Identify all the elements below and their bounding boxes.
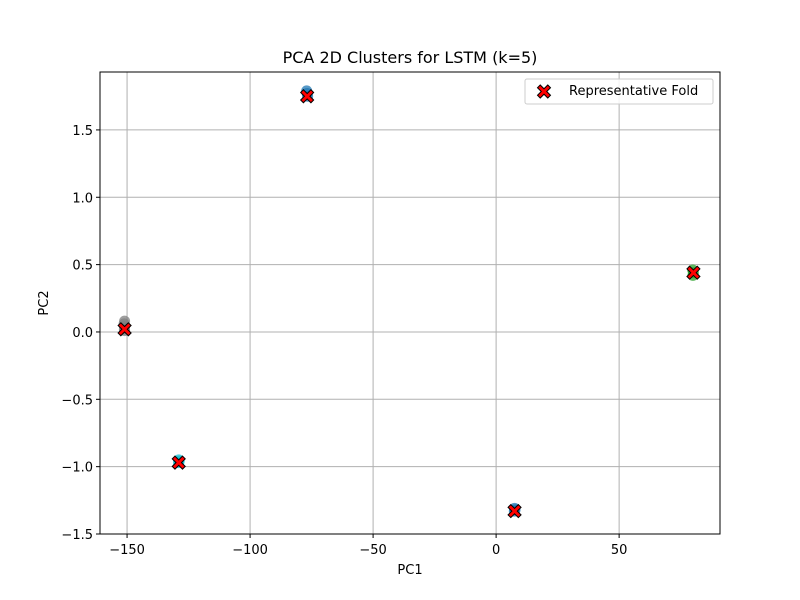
legend-marker-x bbox=[536, 84, 552, 99]
x-tick-label: 0 bbox=[492, 543, 500, 558]
legend-label-representative-fold: Representative Fold bbox=[569, 84, 698, 99]
x-tick-label: −50 bbox=[359, 543, 386, 558]
x-axis-label: PC1 bbox=[397, 563, 422, 578]
representative-fold-marker bbox=[299, 89, 315, 104]
grid bbox=[100, 72, 720, 535]
y-tick-label: −1.5 bbox=[61, 528, 93, 543]
chart-title: PCA 2D Clusters for LSTM (k=5) bbox=[283, 48, 538, 67]
representative-fold-marker bbox=[117, 322, 132, 337]
representative-markers bbox=[117, 89, 701, 519]
representative-fold-marker bbox=[171, 455, 186, 470]
y-tick-label: 1.0 bbox=[72, 191, 93, 206]
x-tick-label: 50 bbox=[611, 543, 628, 558]
legend: Representative Fold bbox=[524, 78, 714, 105]
y-tick-label: −0.5 bbox=[61, 393, 93, 408]
axes-frame bbox=[99, 71, 721, 535]
y-tick-label: 0.5 bbox=[72, 259, 93, 274]
legend-box bbox=[524, 78, 714, 105]
x-tick-label: −150 bbox=[109, 543, 145, 558]
axis-ticks: −150 −100 −50 0 50 −1.5 −1.0 −0.5 0.0 0.5 1.0 1.5 bbox=[61, 124, 627, 558]
x-tick-label: −100 bbox=[232, 543, 268, 558]
representative-fold-marker bbox=[686, 265, 701, 280]
y-axis-label: PC2 bbox=[37, 290, 52, 315]
y-tick-label: 0.0 bbox=[72, 326, 93, 341]
representative-fold-marker bbox=[507, 503, 522, 519]
y-tick-label: 1.5 bbox=[72, 124, 93, 139]
y-tick-label: −1.0 bbox=[61, 461, 93, 476]
